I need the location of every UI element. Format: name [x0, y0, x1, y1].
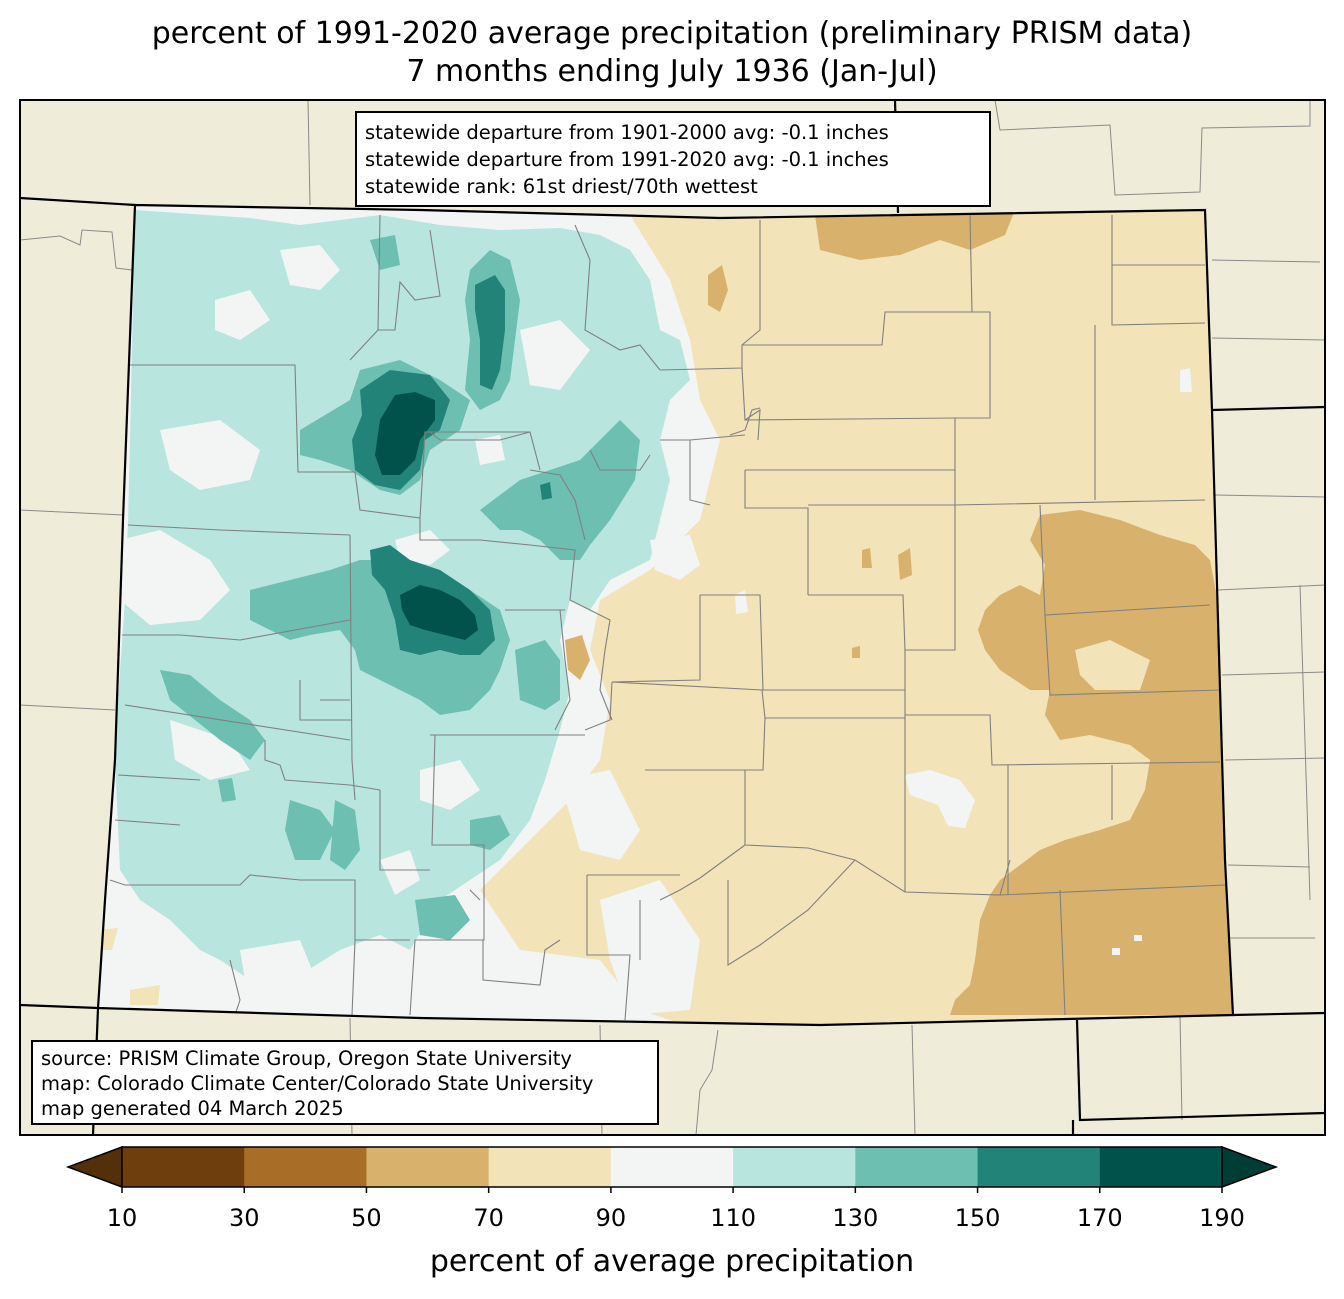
county-lines [109, 214, 1226, 1021]
colorbar [65, 1145, 1279, 1193]
wettest-regions [375, 392, 478, 640]
colorbar-extend-high [1221, 1145, 1279, 1189]
very-dry-regions [535, 210, 1233, 1015]
colorbar-label: percent of average precipitation [429, 1244, 915, 1279]
source-box: source: PRISM Climate Group, Oregon Stat… [31, 1040, 659, 1125]
map-frame [19, 99, 1326, 1136]
colorbar-segment [366, 1147, 490, 1187]
colorbar-segment [122, 1147, 245, 1187]
colorbar-tick-label: 150 [954, 1204, 1001, 1232]
colorbar-tick-label: 130 [832, 1204, 879, 1232]
source-line-generated: map generated 04 March 2025 [41, 1097, 344, 1120]
colorbar-segment [488, 1147, 612, 1187]
colorbar-tick-label: 110 [710, 1204, 757, 1232]
colorbar-tick-label: 50 [351, 1204, 382, 1232]
colorbar-tick-label: 90 [595, 1204, 627, 1232]
stats-line-1991-2020: statewide departure from 1991-2020 avg: … [365, 148, 889, 171]
colorbar-segment [733, 1147, 856, 1187]
colorbar-tick-label: 170 [1076, 1204, 1123, 1232]
colorbar-extend-low [65, 1145, 123, 1189]
colorbar-segment [610, 1147, 734, 1187]
stats-line-1901-2000: statewide departure from 1901-2000 avg: … [365, 121, 889, 144]
colorbar-tick-label: 10 [106, 1204, 138, 1232]
statewide-stats-box: statewide departure from 1901-2000 avg: … [355, 111, 991, 207]
colorbar-segment [855, 1147, 979, 1187]
colorbar-segment [244, 1147, 367, 1187]
colorbar-tick-label: 190 [1199, 1204, 1245, 1232]
source-line-map: map: Colorado Climate Center/Colorado St… [41, 1072, 594, 1095]
colorbar-tick-label: 30 [228, 1204, 260, 1232]
colorbar-outline [121, 1146, 1223, 1188]
stats-line-rank: statewide rank: 61st driest/70th wettest [365, 175, 758, 198]
map-title: percent of 1991-2020 average precipitati… [151, 16, 1193, 51]
map-subtitle: 7 months ending July 1936 (Jan-Jul) [406, 54, 938, 89]
source-line-prism: source: PRISM Climate Group, Oregon Stat… [41, 1047, 572, 1070]
colorbar-segment [1099, 1147, 1223, 1187]
colorbar-segment [977, 1147, 1101, 1187]
colorbar-tick-label: 70 [473, 1204, 504, 1232]
dry-region [480, 205, 1233, 1025]
